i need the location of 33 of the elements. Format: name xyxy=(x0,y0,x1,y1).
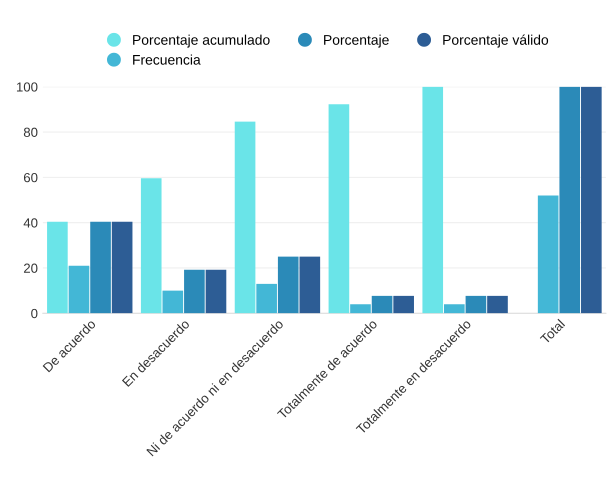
y-tick-label: 40 xyxy=(24,218,38,228)
bar xyxy=(112,222,132,314)
legend-label: Frecuencia xyxy=(133,54,201,65)
legend-label: Porcentaje válido xyxy=(443,34,548,48)
bar xyxy=(393,296,414,314)
bar xyxy=(140,178,162,314)
bar xyxy=(256,284,277,314)
bar xyxy=(422,86,444,314)
bar xyxy=(487,296,508,314)
bar xyxy=(581,86,602,314)
y-tick-label: 0 xyxy=(31,308,38,318)
bar xyxy=(90,222,111,314)
bar xyxy=(559,86,580,314)
bar xyxy=(206,270,226,314)
legend-label: Porcentaje acumulado xyxy=(133,34,270,48)
legend-label: Porcentaje xyxy=(324,34,389,48)
y-tick-label: 60 xyxy=(24,172,38,182)
y-tick-label: 80 xyxy=(24,128,38,137)
bar xyxy=(184,270,205,314)
bar xyxy=(328,104,350,314)
bar xyxy=(162,290,184,314)
bar xyxy=(47,222,68,314)
bar xyxy=(372,296,392,314)
bar xyxy=(234,122,256,314)
bar xyxy=(278,256,299,314)
bar xyxy=(444,304,465,314)
y-tick-label: 20 xyxy=(24,264,38,273)
bar xyxy=(68,266,90,314)
bar xyxy=(350,304,371,314)
bar xyxy=(299,256,320,314)
bar xyxy=(466,296,486,314)
y-tick-label: 100 xyxy=(16,82,38,92)
bar xyxy=(538,196,558,314)
